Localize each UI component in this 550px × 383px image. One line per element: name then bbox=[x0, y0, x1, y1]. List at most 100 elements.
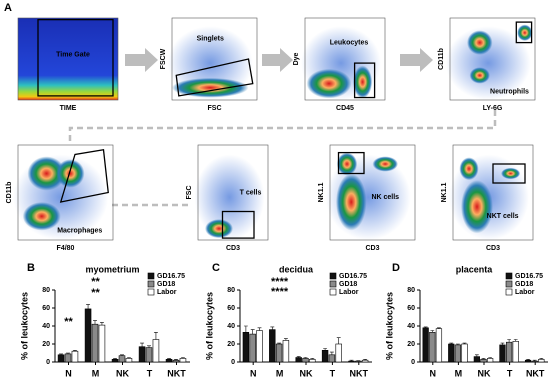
y-axis-label: NK1.1 bbox=[318, 182, 325, 202]
flow-plot: T cells CD3 FSC bbox=[186, 144, 269, 252]
plot-frame bbox=[304, 17, 386, 101]
plot-frame bbox=[452, 144, 534, 241]
x-axis-label: F4/80 bbox=[57, 245, 75, 252]
x-tick-label: NK bbox=[478, 368, 491, 378]
x-tick-label: N bbox=[65, 368, 72, 378]
x-tick-label: NKT bbox=[167, 368, 186, 378]
bar bbox=[275, 343, 283, 363]
legend-swatch bbox=[329, 280, 337, 288]
x-axis-label: LY-6G bbox=[483, 105, 503, 112]
density bbox=[517, 24, 533, 41]
error-bar bbox=[500, 342, 505, 345]
significance: ** bbox=[64, 316, 73, 328]
bar bbox=[480, 358, 487, 363]
bar bbox=[309, 358, 316, 363]
x-axis-label: TIME bbox=[60, 105, 77, 112]
plot-frame bbox=[329, 144, 416, 241]
significance: ** bbox=[91, 287, 100, 299]
chart-title: decidua bbox=[279, 264, 314, 274]
error-bar bbox=[539, 358, 544, 360]
error-bar bbox=[488, 357, 493, 359]
error-bar bbox=[93, 320, 97, 325]
x-axis-label: FSC bbox=[208, 105, 222, 112]
bar bbox=[461, 343, 468, 363]
error-bar bbox=[474, 354, 479, 357]
bar bbox=[282, 340, 290, 363]
density bbox=[172, 77, 249, 98]
density bbox=[372, 156, 398, 172]
y-tick-label: 0 bbox=[411, 359, 415, 366]
x-tick-label: M bbox=[455, 368, 463, 378]
error-bar bbox=[59, 353, 64, 355]
error-bar bbox=[526, 359, 530, 361]
bar bbox=[57, 354, 65, 363]
gate-label: Neutrophils bbox=[490, 89, 529, 96]
error-bar bbox=[257, 327, 262, 331]
y-axis-label: CD11b bbox=[6, 182, 13, 204]
bar bbox=[538, 358, 545, 363]
error-bar bbox=[86, 304, 91, 309]
error-bar bbox=[153, 332, 158, 340]
x-tick-label: M bbox=[276, 368, 284, 378]
bar bbox=[295, 357, 302, 363]
legend-swatch bbox=[505, 272, 513, 280]
density-haze bbox=[445, 26, 531, 100]
error-bar bbox=[303, 357, 308, 359]
bar bbox=[172, 359, 180, 363]
bar bbox=[499, 344, 506, 363]
density bbox=[335, 173, 367, 231]
error-bar bbox=[349, 359, 354, 362]
error-bar bbox=[363, 359, 368, 361]
error-bar bbox=[329, 351, 334, 355]
error-bar bbox=[147, 345, 151, 348]
error-bar bbox=[126, 357, 131, 359]
error-bar bbox=[437, 327, 441, 329]
x-tick-label: NK bbox=[116, 368, 129, 378]
significance: **** bbox=[271, 286, 289, 298]
bar bbox=[512, 340, 519, 363]
bar bbox=[302, 358, 309, 363]
bar bbox=[138, 346, 146, 363]
y-axis-label: FSCW bbox=[160, 48, 167, 69]
x-tick-label: T bbox=[330, 368, 336, 378]
y-tick-label: 20 bbox=[42, 341, 50, 348]
y-tick-label: 0 bbox=[46, 359, 50, 366]
plot-frame bbox=[17, 17, 119, 101]
error-bar bbox=[113, 358, 118, 360]
bar bbox=[91, 323, 99, 363]
density bbox=[461, 180, 493, 234]
y-tick-label: 40 bbox=[407, 323, 415, 330]
legend-label: GD16.75 bbox=[515, 273, 543, 280]
y-tick-label: 40 bbox=[42, 323, 50, 330]
bar bbox=[256, 330, 263, 363]
legend-swatch bbox=[147, 288, 155, 296]
error-bar bbox=[174, 359, 178, 361]
error-bar bbox=[462, 342, 467, 344]
error-bar bbox=[243, 325, 248, 333]
gate bbox=[37, 18, 114, 97]
y-tick-label: 20 bbox=[407, 341, 415, 348]
error-bar bbox=[456, 343, 460, 345]
bar bbox=[321, 349, 329, 363]
bar bbox=[145, 347, 153, 363]
y-tick-label: 60 bbox=[407, 305, 415, 312]
x-tick-label: T bbox=[507, 368, 513, 378]
x-tick-label: M bbox=[92, 368, 100, 378]
gate-label: T cells bbox=[240, 189, 262, 196]
bar bbox=[179, 358, 187, 363]
legend-label: GD16.75 bbox=[157, 273, 185, 280]
density bbox=[469, 67, 490, 84]
density bbox=[56, 159, 85, 188]
bar bbox=[118, 355, 126, 363]
plot-frame bbox=[449, 17, 536, 101]
bar bbox=[355, 360, 362, 363]
error-bar bbox=[323, 348, 328, 351]
error-bar bbox=[99, 322, 104, 326]
flow-plot: Time Gate TIME bbox=[17, 17, 119, 112]
gate bbox=[492, 163, 526, 184]
x-tick-label: N bbox=[430, 368, 437, 378]
legend-label: Labor bbox=[339, 289, 359, 296]
error-bar bbox=[72, 350, 77, 352]
plot-frame bbox=[17, 144, 114, 241]
gate bbox=[221, 210, 255, 239]
